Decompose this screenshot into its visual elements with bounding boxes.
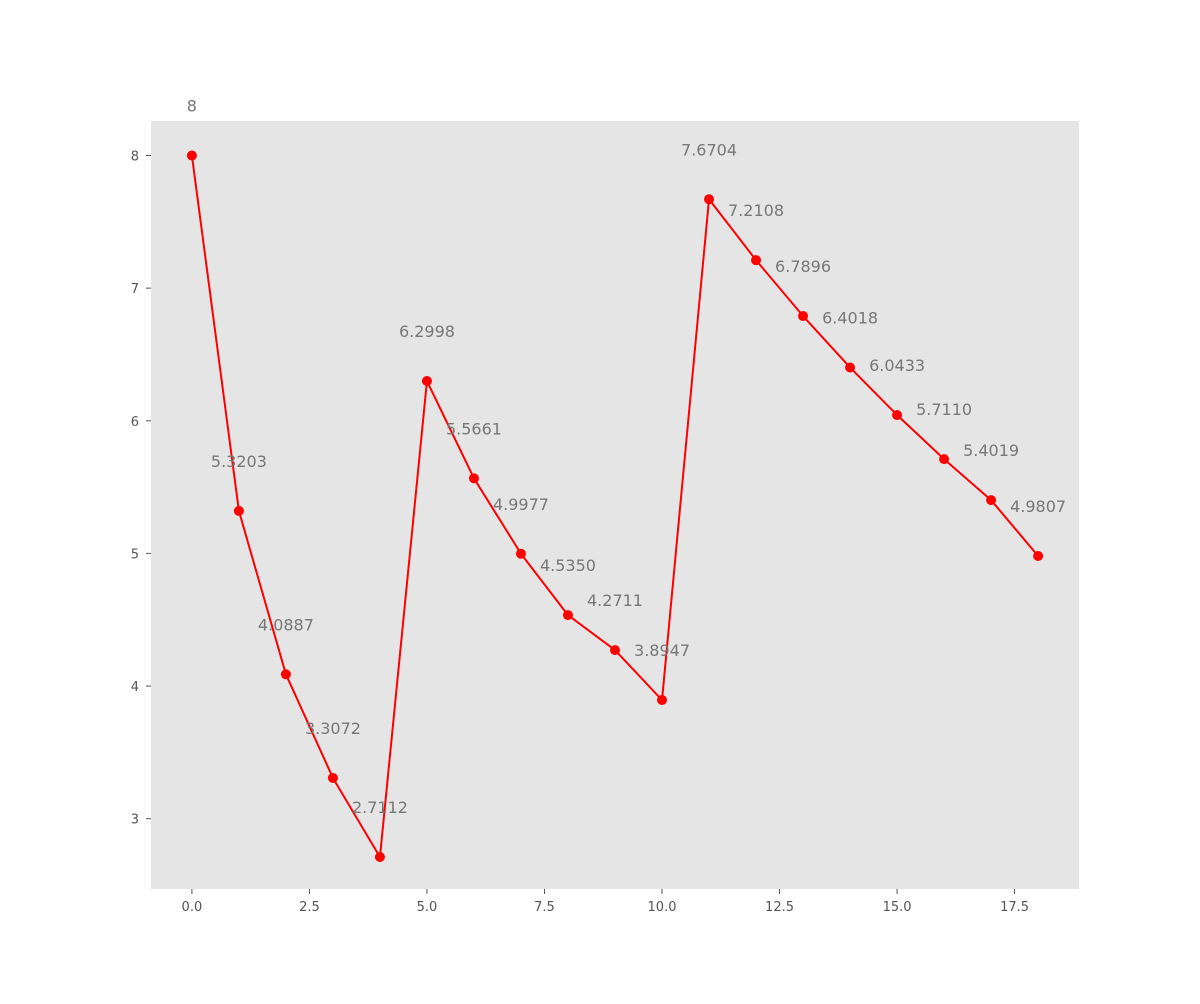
data-point bbox=[845, 362, 856, 373]
data-label: 7.6704 bbox=[681, 140, 737, 159]
data-label: 5.4019 bbox=[963, 441, 1019, 460]
data-label: 6.7896 bbox=[775, 257, 831, 276]
x-tick-label: 2.5 bbox=[299, 900, 320, 915]
x-tick-label: 17.5 bbox=[1000, 900, 1029, 915]
data-point bbox=[751, 255, 762, 266]
data-labels: 8 5.3203 4.0887 3.3072 2.7112 6.2998 5.5661 4.9… bbox=[187, 97, 1066, 818]
data-label: 5.5661 bbox=[446, 419, 502, 438]
data-point bbox=[657, 695, 668, 706]
data-point bbox=[892, 410, 903, 421]
series-group bbox=[186, 150, 1044, 863]
y-tick-label: 4 bbox=[131, 680, 139, 695]
data-point bbox=[562, 610, 573, 621]
data-point bbox=[468, 473, 479, 484]
x-tick-label: 0.0 bbox=[182, 900, 203, 915]
data-point bbox=[986, 495, 997, 506]
y-tick-label: 8 bbox=[131, 149, 139, 164]
data-point bbox=[186, 150, 197, 161]
y-tick-label: 5 bbox=[131, 547, 139, 562]
data-label: 6.0433 bbox=[869, 356, 925, 375]
data-label: 4.2711 bbox=[587, 591, 643, 610]
x-tick-label: 10.0 bbox=[648, 900, 677, 915]
data-point bbox=[610, 645, 620, 656]
data-point bbox=[515, 548, 526, 559]
data-label: 4.9807 bbox=[1010, 497, 1066, 516]
data-label: 6.2998 bbox=[399, 322, 455, 341]
x-tick-label: 5.0 bbox=[417, 900, 438, 915]
data-point bbox=[421, 376, 432, 387]
plot-area bbox=[151, 121, 1079, 889]
data-label: 4.9977 bbox=[493, 495, 549, 514]
x-tick-label: 12.5 bbox=[765, 900, 794, 915]
y-tick-label: 6 bbox=[131, 415, 139, 430]
x-tick-label: 7.5 bbox=[534, 900, 555, 915]
data-label: 3.8947 bbox=[634, 641, 690, 660]
data-label: 6.4018 bbox=[822, 309, 878, 328]
data-label: 3.3072 bbox=[305, 719, 361, 738]
data-point bbox=[374, 852, 385, 863]
x-tick-label: 15.0 bbox=[883, 900, 912, 915]
data-label: 2.7112 bbox=[352, 798, 408, 817]
data-point bbox=[939, 454, 950, 465]
data-label: 5.3203 bbox=[211, 452, 267, 471]
y-tick-label: 3 bbox=[131, 813, 139, 828]
data-point bbox=[280, 669, 291, 680]
data-label: 7.2108 bbox=[728, 201, 784, 220]
data-point bbox=[704, 194, 715, 205]
data-point bbox=[327, 772, 338, 783]
x-axis: 0.0 2.5 5.0 7.5 10.0 12.5 15.0 17.5 bbox=[182, 889, 1029, 915]
y-axis: 3 4 5 6 7 8 bbox=[131, 149, 151, 828]
data-label: 4.5350 bbox=[540, 556, 596, 575]
data-point bbox=[1033, 550, 1044, 561]
data-label: 5.7110 bbox=[916, 400, 972, 419]
data-label: 4.0887 bbox=[258, 615, 314, 634]
data-point bbox=[233, 505, 244, 516]
y-tick-label: 7 bbox=[131, 282, 139, 297]
data-label: 8 bbox=[187, 97, 197, 116]
data-point bbox=[798, 311, 809, 322]
